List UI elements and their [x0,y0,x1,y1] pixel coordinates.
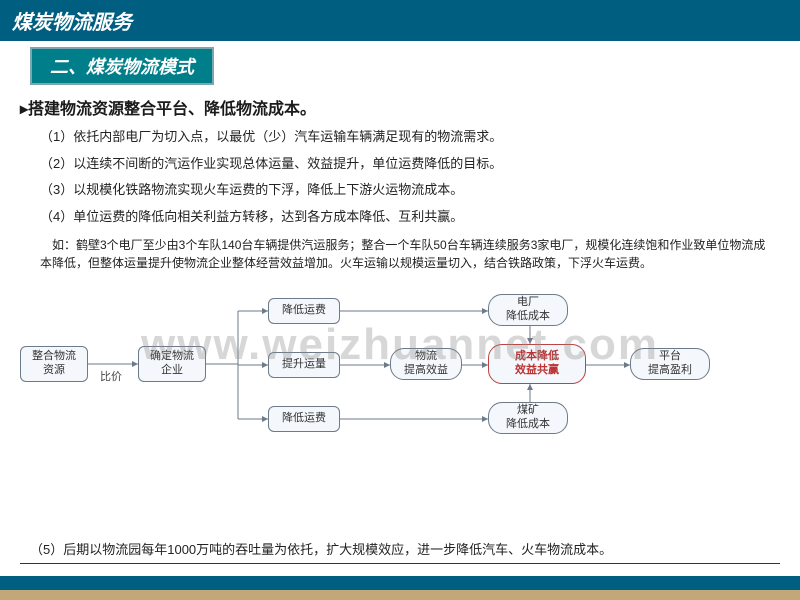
node-platform: 平台提高盈利 [630,348,710,380]
stripe-tan [0,590,800,600]
point-4: （4）单位运费的降低向相关利益方转移，达到各方成本降低、互利共赢。 [40,205,770,230]
node-increase-volume: 提升运量 [268,352,340,378]
bottom-stripes [0,576,800,600]
footer-divider [20,563,780,564]
flowchart: 整合物流资源 确定物流企业 比价 降低运费 提升运量 降低运费 电厂降低成本 物… [20,286,780,446]
node-winwin: 成本降低效益共赢 [488,344,586,384]
stripe-dark [0,576,800,590]
node-reduce-fee-1: 降低运费 [268,298,340,324]
node-determine-company: 确定物流企业 [138,346,206,382]
node-coalmine: 煤矿降低成本 [488,402,568,434]
subtitle-wrap: 二、煤炭物流模式 [0,41,800,85]
point-5: （5）后期以物流园每年1000万吨的吞吐量为依托，扩大规模效应，进一步降低汽车、… [30,539,612,558]
point-2: （2）以连续不间断的汽运作业实现总体运量、效益提升，单位运费降低的目标。 [40,152,770,177]
main-heading: ▸搭建物流资源整合平台、降低物流成本。 [0,85,800,123]
page-title: 煤炭物流服务 [0,0,800,41]
example-text: 如：鹤壁3个电厂至少由3个车队140台车辆提供汽运服务；整合一个车队50台车辆连… [0,232,800,272]
edge-label-compare: 比价 [100,368,122,384]
point-3: （3）以规模化铁路物流实现火车运费的下浮，降低上下游火运物流成本。 [40,178,770,203]
point-1: （1）依托内部电厂为切入点，以最优（少）汽车运输车辆满足现有的物流需求。 [40,125,770,150]
node-reduce-fee-2: 降低运费 [268,406,340,432]
node-integrate-resources: 整合物流资源 [20,346,88,382]
node-logistics: 物流提高效益 [390,348,462,380]
points-list: （1）依托内部电厂为切入点，以最优（少）汽车运输车辆满足现有的物流需求。 （2）… [0,123,800,230]
node-powerplant: 电厂降低成本 [488,294,568,326]
section-subtitle: 二、煤炭物流模式 [30,47,214,85]
